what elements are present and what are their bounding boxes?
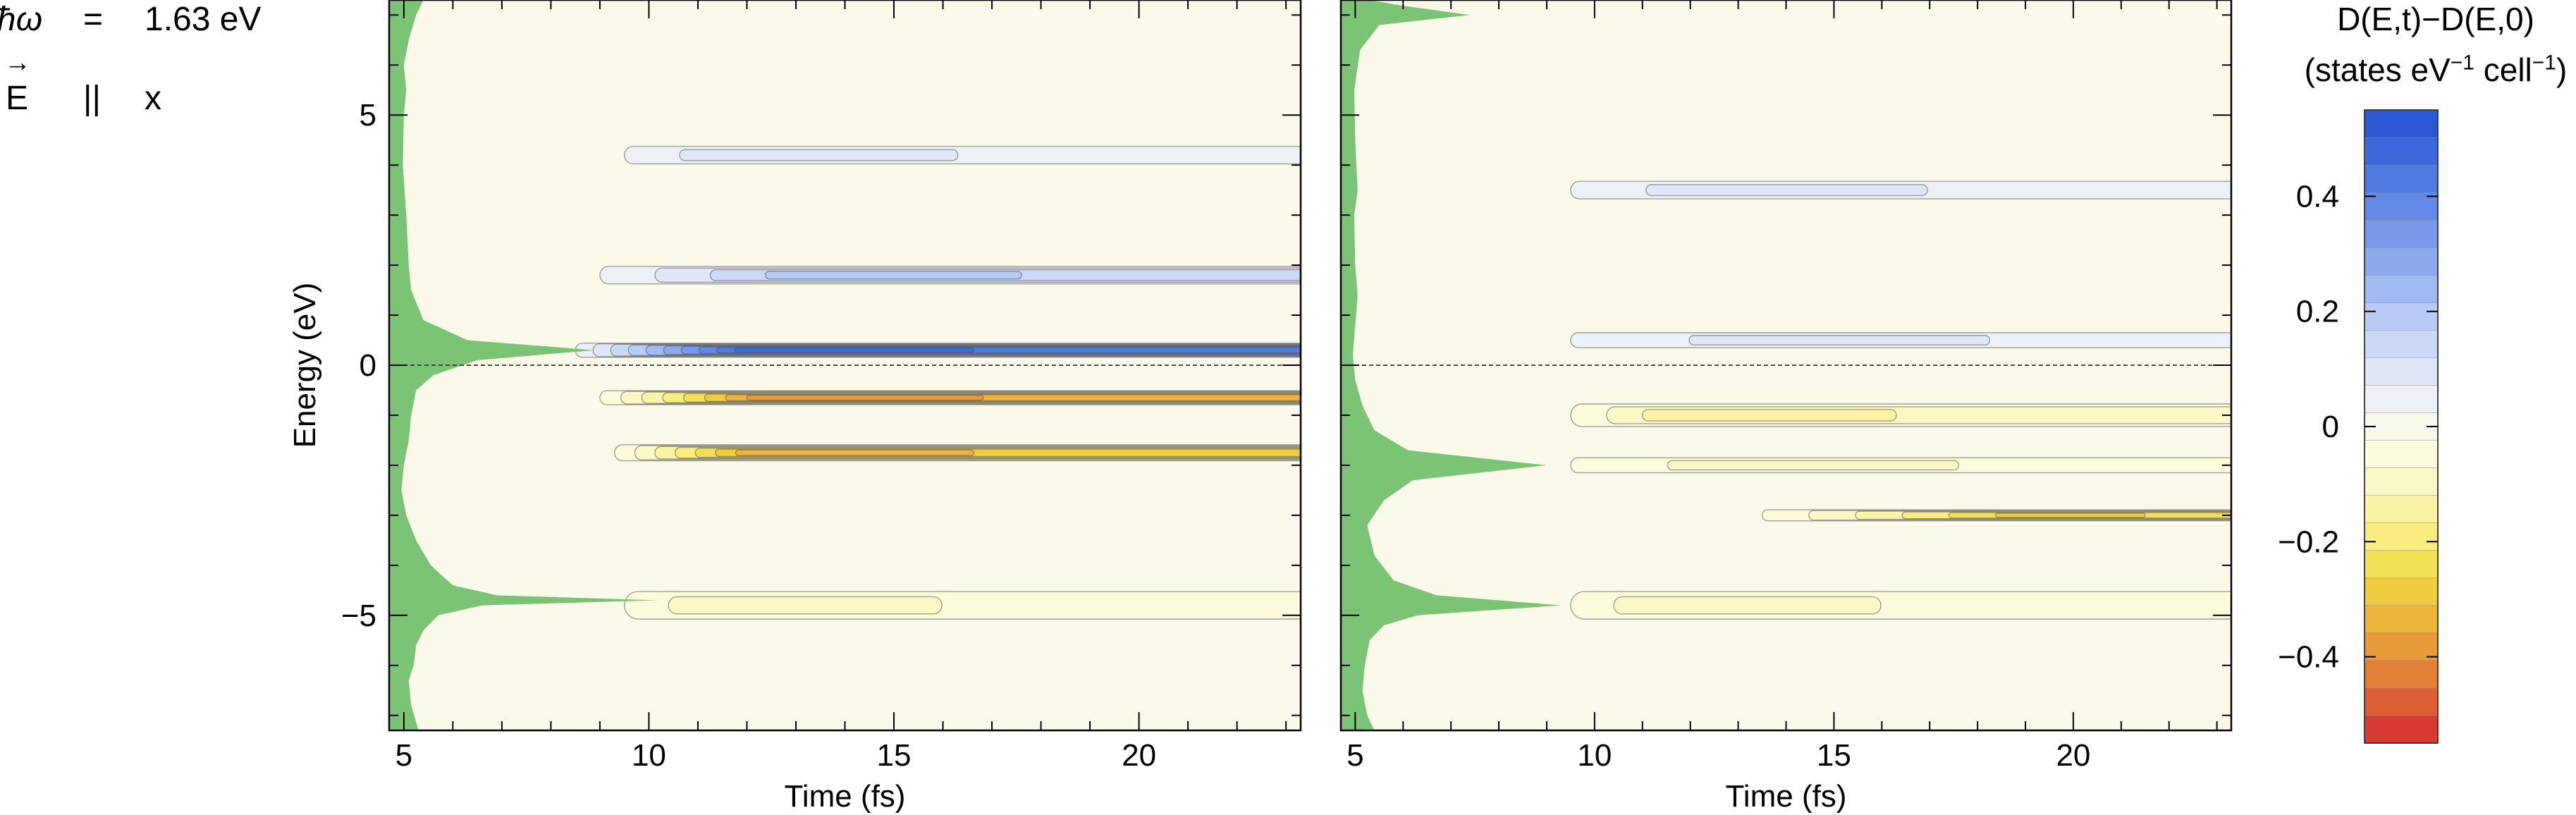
colorbar-swatch bbox=[2365, 687, 2438, 716]
colorbar-swatch bbox=[2365, 330, 2438, 358]
colorbar-swatch bbox=[2365, 412, 2438, 441]
x-tick-label: 15 bbox=[877, 738, 912, 773]
colorbar-swatch bbox=[2365, 247, 2438, 276]
contour-band bbox=[1570, 332, 2231, 348]
colorbar-title-line2: (states eV−1 cell−1) bbox=[2295, 51, 2576, 89]
y-tick-label: 5 bbox=[360, 98, 376, 133]
contour-level bbox=[668, 596, 943, 615]
contour-band bbox=[1570, 180, 2231, 200]
contour-level bbox=[746, 395, 984, 401]
x-tick-label: 15 bbox=[1817, 738, 1851, 773]
colorbar-swatch bbox=[2365, 632, 2438, 661]
plot-area bbox=[389, 0, 1301, 730]
field-parallel-symbol: || bbox=[83, 80, 101, 117]
contour-level bbox=[764, 271, 1022, 280]
colorbar-tick-label: 0.4 bbox=[2296, 179, 2339, 214]
dos-profile bbox=[389, 0, 659, 730]
x-tick-label: 20 bbox=[2056, 738, 2090, 773]
contour-level bbox=[1667, 460, 1959, 471]
contour-level bbox=[1688, 335, 1991, 345]
contour-band bbox=[614, 444, 1301, 462]
contour-band bbox=[1570, 591, 2231, 620]
contour-band bbox=[599, 390, 1301, 405]
x-axis-label: Time (fs) bbox=[785, 779, 906, 814]
colorbar-tick-label: −0.4 bbox=[2278, 640, 2339, 675]
colorbar-swatch bbox=[2365, 302, 2438, 331]
colorbar-tick-label: 0.2 bbox=[2296, 295, 2339, 329]
colorbar-title-line1: D(E,t)−D(E,0) bbox=[2337, 1, 2534, 37]
plot-area bbox=[1341, 0, 2231, 730]
contour-level bbox=[1645, 184, 1928, 197]
colorbar-swatch bbox=[2365, 165, 2438, 193]
colorbar-swatch bbox=[2365, 385, 2438, 414]
contour-level bbox=[1642, 409, 1897, 422]
x-tick-label: 10 bbox=[1577, 738, 1612, 773]
colorbar: 0.4 0.2 0 −0.2 −0.4 bbox=[2278, 109, 2439, 744]
y-axis-label: Energy (eV) bbox=[288, 283, 322, 448]
colorbar-title-prefix: (states eV bbox=[2304, 51, 2451, 88]
colorbar-swatch bbox=[2365, 605, 2438, 634]
colorbar-swatch bbox=[2365, 275, 2438, 303]
field-arrow-icon: → bbox=[4, 48, 31, 78]
x-tick-label: 10 bbox=[632, 738, 666, 773]
field-direction: x bbox=[145, 80, 161, 117]
colorbar-title-exp1: −1 bbox=[2450, 51, 2474, 75]
x-axis-label: Time (fs) bbox=[1726, 779, 1847, 814]
contour-band bbox=[575, 343, 1301, 358]
photon-energy-equals: = bbox=[83, 1, 104, 38]
x-tick-label: 5 bbox=[1347, 738, 1363, 773]
colorbar-swatch bbox=[2365, 220, 2438, 248]
colorbar-swatch bbox=[2365, 467, 2438, 496]
contour-level bbox=[679, 149, 959, 161]
colorbar-swatch bbox=[2365, 715, 2438, 744]
contour-level bbox=[1613, 596, 1882, 615]
colorbar-swatch bbox=[2365, 550, 2438, 579]
contour-band bbox=[1570, 403, 2231, 427]
colorbar-swatch bbox=[2365, 110, 2438, 138]
colorbar-swatch bbox=[2365, 660, 2438, 689]
y-tick-label: 0 bbox=[360, 348, 376, 383]
colorbar-title-mid: cell bbox=[2474, 51, 2532, 88]
contour-band bbox=[599, 266, 1301, 285]
x-tick-label: 20 bbox=[1122, 738, 1156, 773]
colorbar-swatch bbox=[2365, 137, 2438, 166]
contour-band bbox=[1570, 457, 2231, 474]
dos-profile bbox=[1341, 0, 1562, 730]
colorbar-title-suffix: ) bbox=[2556, 51, 2568, 88]
photon-energy-value: 1.63 eV bbox=[145, 1, 262, 38]
colorbar-swatch bbox=[2365, 495, 2438, 524]
x-tick-label: 5 bbox=[395, 738, 412, 773]
colorbar-swatch bbox=[2365, 440, 2438, 469]
y-tick-label: −5 bbox=[341, 599, 376, 633]
contour-level bbox=[733, 347, 975, 353]
contour-panel-spin-up: 5 10 15 20 Time (fs) bbox=[1339, 0, 2233, 814]
contour-panel-spin-down: 5 10 15 20 5 0 −5 Energy (eV) Time (fs) bbox=[288, 0, 1302, 814]
photon-energy-symbol: ħω bbox=[0, 1, 43, 38]
contour-band bbox=[623, 145, 1301, 165]
field-symbol: E bbox=[6, 80, 29, 117]
colorbar-tick-label: 0 bbox=[2322, 410, 2339, 444]
colorbar-tick-label: −0.2 bbox=[2278, 525, 2339, 559]
contour-level bbox=[1994, 513, 2146, 518]
colorbar-swatch bbox=[2365, 522, 2438, 551]
contour-band bbox=[623, 591, 1301, 620]
colorbar-swatch bbox=[2365, 357, 2438, 386]
colorbar-swatch bbox=[2365, 192, 2438, 221]
contour-level bbox=[735, 449, 975, 456]
colorbar-swatch bbox=[2365, 577, 2438, 606]
colorbar-title-exp2: −1 bbox=[2532, 51, 2556, 75]
contour-band bbox=[1761, 509, 2231, 522]
